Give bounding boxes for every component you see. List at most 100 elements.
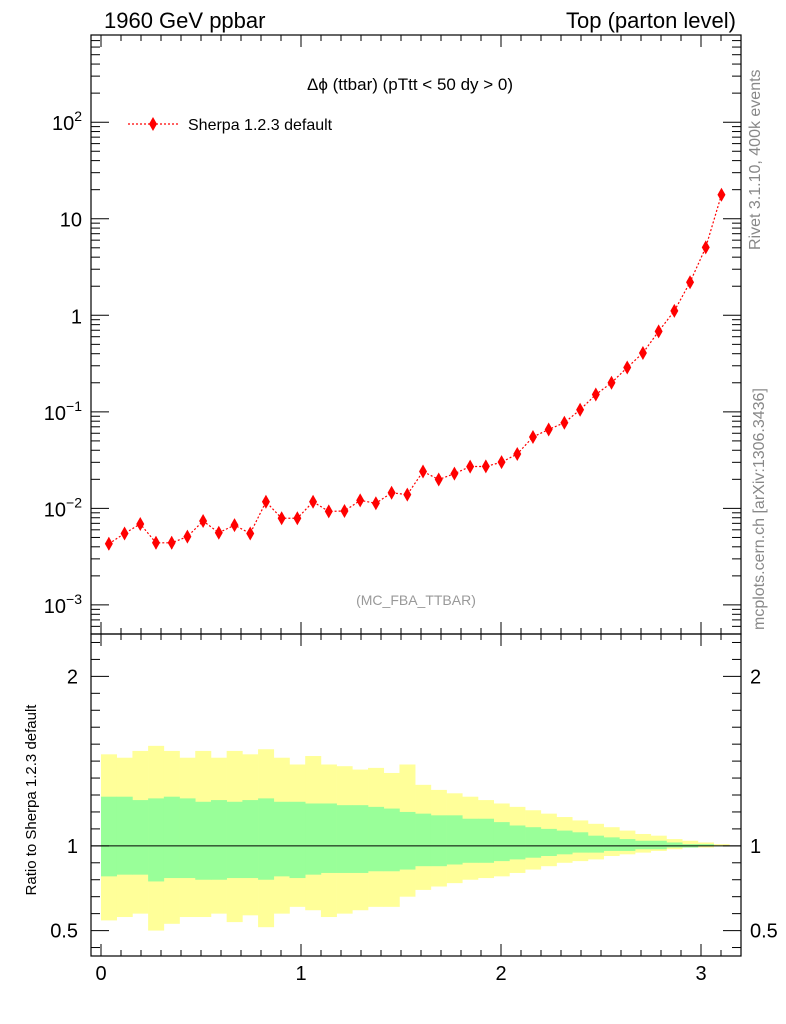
data-point [528, 429, 537, 444]
data-point [717, 187, 726, 202]
ratio-band-inner-bin [210, 800, 227, 880]
ratio-band-inner-bin [587, 835, 604, 853]
ratio-y-tick-label-left: 0.5 [50, 921, 78, 943]
data-point [450, 466, 459, 481]
y-tick-label: 102 [52, 108, 82, 135]
data-point [466, 459, 475, 474]
ratio-band-inner-bin [603, 837, 620, 851]
data-point [136, 516, 145, 531]
x-tick-label: 2 [495, 963, 506, 985]
analysis-watermark: (MC_FBA_TTBAR) [356, 592, 476, 608]
data-point [686, 275, 695, 290]
data-point [104, 536, 113, 551]
legend-label: Sherpa 1.2.3 default [188, 117, 333, 134]
data-point [246, 526, 255, 541]
ratio-band-inner-bin [462, 818, 479, 863]
y-tick-label: 1 [71, 306, 82, 328]
ratio-band-outer-bin [713, 844, 730, 846]
ratio-band-inner-bin [650, 840, 667, 850]
data-point [214, 525, 223, 540]
header-energy: 1960 GeV ppbar [104, 8, 265, 33]
main-plot-title: Δϕ (ttbar) (pTtt < 50 dy > 0) [307, 75, 513, 94]
data-point [293, 511, 302, 526]
series-line [108, 194, 723, 545]
ratio-band-inner-bin [242, 800, 259, 879]
ratio-band-inner-bin [493, 822, 510, 862]
ratio-band-inner-bin [305, 803, 322, 875]
ratio-y-tick-label-right: 0.5 [750, 921, 778, 943]
ratio-band-inner-bin [195, 801, 212, 880]
ratio-band-inner-bin [415, 813, 432, 867]
ratio-band-inner-bin [430, 815, 447, 867]
data-point [324, 504, 333, 519]
ratio-band-inner-bin [336, 805, 353, 873]
mcplots-reference-label: mcplots.cern.ch [arXiv:1306.3436] [751, 388, 768, 630]
data-point [403, 487, 412, 502]
data-point [607, 375, 616, 390]
ratio-band-inner-bin [289, 801, 306, 879]
data-point [309, 494, 318, 509]
data-point [261, 494, 270, 509]
ratio-band-inner-bin [226, 801, 243, 879]
ratio-band-inner-bin [383, 808, 400, 872]
ratio-band-inner-bin [509, 825, 526, 860]
ratio-band-inner-bin [572, 832, 589, 853]
ratio-y-axis-label: Ratio to Sherpa 1.2.3 default [23, 704, 40, 896]
ratio-band-inner-bin [446, 815, 463, 865]
data-point [544, 422, 553, 437]
data-point [387, 485, 396, 500]
ratio-band-inner-bin [101, 796, 117, 877]
ratio-band-inner [101, 796, 730, 882]
data-point [497, 455, 506, 470]
data-point [230, 518, 239, 533]
ratio-band-inner-bin [666, 842, 683, 848]
y-tick-label: 10−3 [44, 591, 82, 618]
data-point [340, 503, 349, 518]
data-point [576, 402, 585, 417]
y-tick-label: 10 [60, 210, 82, 232]
x-tick-label: 0 [95, 963, 106, 985]
ratio-band-inner-bin [540, 828, 557, 857]
data-point [151, 535, 160, 550]
ratio-y-tick-label-left: 1 [67, 836, 78, 858]
data-point [623, 360, 632, 375]
data-point [481, 459, 490, 474]
data-point [670, 303, 679, 318]
legend-marker [149, 117, 157, 131]
ratio-band-inner-bin [132, 800, 149, 875]
data-point [371, 496, 380, 511]
ratio-band-inner-bin [697, 844, 714, 846]
data-point [591, 387, 600, 402]
data-point [356, 493, 365, 508]
ratio-band-inner-bin [163, 796, 180, 879]
data-point [277, 511, 286, 526]
header-process: Top (parton level) [566, 8, 736, 33]
ratio-band-inner-bin [556, 830, 573, 855]
ratio-y-tick-label-left: 2 [67, 666, 78, 688]
x-tick-label: 3 [695, 963, 706, 985]
y-tick-label: 10−2 [44, 494, 82, 521]
rivet-version-label: Rivet 3.1.10, 400k events [747, 69, 764, 250]
ratio-band-inner-bin [478, 818, 494, 863]
ratio-y-tick-label-right: 1 [750, 836, 761, 858]
ratio-band-inner-bin [273, 801, 290, 877]
data-point [167, 535, 176, 550]
ratio-band-inner-bin [352, 805, 369, 873]
ratio-y-tick-label-right: 2 [750, 666, 761, 688]
ratio-band-inner-bin [368, 806, 385, 872]
ratio-band-inner-bin [116, 796, 133, 875]
data-point [638, 345, 647, 360]
x-tick-label: 1 [295, 963, 306, 985]
data-point [513, 446, 522, 461]
ratio-band-inner-bin [525, 827, 542, 858]
data-point [419, 464, 428, 479]
data-point [560, 415, 569, 430]
ratio-band-inner-bin [258, 798, 275, 880]
ratio-band-inner-bin [179, 798, 196, 879]
y-tick-label: 10−1 [44, 398, 82, 425]
data-point [434, 472, 443, 487]
data-point [183, 529, 192, 544]
ratio-band-inner-bin [635, 840, 652, 850]
ratio-band-inner-bin [148, 798, 165, 882]
